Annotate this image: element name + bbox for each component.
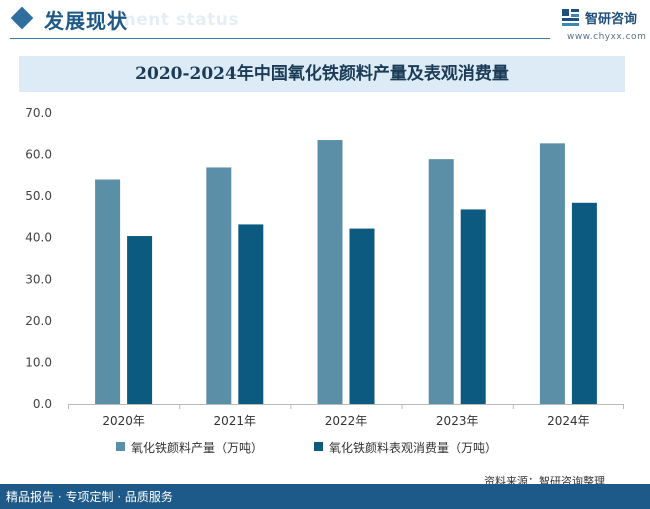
x-tick-label: 2020年 — [102, 414, 145, 428]
brand-url: www.chyxx.com — [567, 32, 647, 42]
bar-consumption — [349, 228, 375, 404]
section-watermark: ment status — [118, 10, 239, 30]
bar-consumption — [460, 209, 486, 404]
footer-bar: 精品报告 · 专项定制 · 品质服务 — [0, 484, 650, 509]
bar-consumption — [571, 202, 597, 404]
x-tick-label: 2023年 — [436, 414, 479, 428]
brand-name: 智研咨询 — [585, 12, 638, 27]
bar-consumption — [238, 224, 264, 404]
chart-title-band: 2020-2024年中国氧化铁颜料产量及表观消费量 — [19, 56, 625, 92]
footer-slogan: 精品报告 · 专项定制 · 品质服务 — [6, 490, 173, 504]
y-tick-label: 10.0 — [25, 355, 52, 369]
legend-label: 氧化铁颜料产量（万吨） — [131, 440, 263, 455]
y-tick-label: 0.0 — [33, 397, 52, 411]
legend-swatch — [314, 442, 323, 451]
bar-chart: 0.0 10.0 20.0 30.0 40.0 50.0 60.0 70.0 2020年 2021… — [25, 106, 624, 455]
chart-title: 2020-2024年中国氧化铁颜料产量及表观消费量 — [135, 64, 509, 84]
bar-production — [206, 167, 232, 404]
y-tick-label: 50.0 — [25, 189, 52, 203]
bar-production — [428, 159, 454, 404]
x-tick-label: 2024年 — [547, 414, 590, 428]
y-tick-label: 70.0 — [25, 106, 52, 120]
x-tick-label: 2021年 — [214, 414, 257, 428]
section-title: 发展现状 — [44, 9, 128, 33]
y-tick-label: 30.0 — [25, 272, 52, 286]
legend-label: 氧化铁颜料表观消费量（万吨） — [329, 440, 497, 455]
bar-consumption — [127, 236, 153, 404]
bar-production — [539, 143, 565, 404]
y-tick-label: 20.0 — [25, 314, 52, 328]
y-tick-label: 40.0 — [25, 231, 52, 245]
x-tick-label: 2022年 — [325, 414, 368, 428]
header: ment status 发展现状 智研咨询 www.chyxx.com — [0, 0, 650, 44]
legend-swatch — [116, 442, 125, 451]
bar-production — [95, 179, 121, 404]
y-tick-label: 60.0 — [25, 148, 52, 162]
header-divider — [10, 38, 550, 39]
brand-logo-icon — [562, 9, 579, 26]
brand: 智研咨询 www.chyxx.com — [561, 6, 647, 46]
bar-production — [317, 140, 343, 404]
